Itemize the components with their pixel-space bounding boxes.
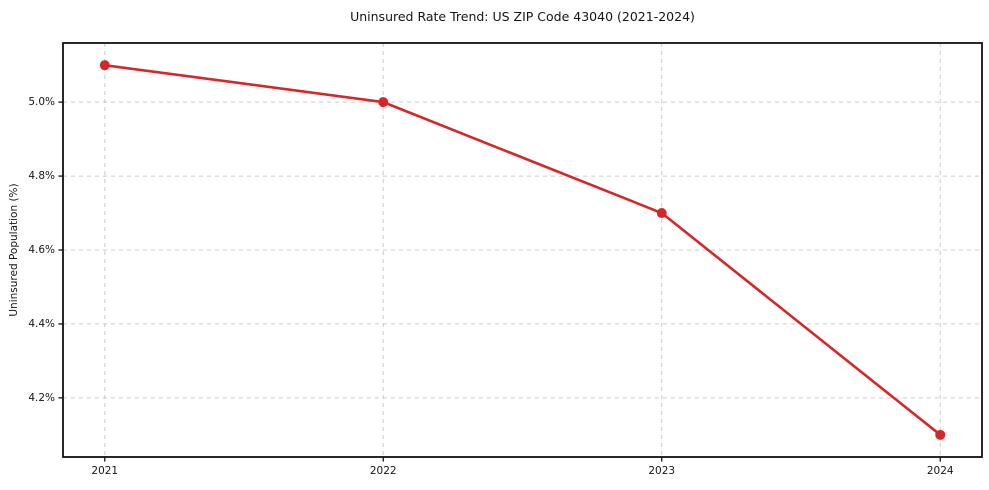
y-tick-label: 5.0% bbox=[28, 96, 55, 109]
data-point-2024 bbox=[935, 429, 946, 440]
data-point-2022 bbox=[378, 97, 389, 108]
y-tick-label: 4.8% bbox=[28, 170, 55, 183]
x-tick-label: 2023 bbox=[648, 465, 676, 477]
y-tick-label: 4.4% bbox=[28, 317, 55, 330]
data-point-2021 bbox=[99, 60, 110, 71]
data-point-2023 bbox=[656, 208, 667, 219]
y-tick-label: 4.6% bbox=[28, 244, 55, 256]
x-tick-label: 2024 bbox=[926, 465, 954, 477]
x-tick-label: 2021 bbox=[91, 465, 119, 477]
y-tick-label: 4.2% bbox=[28, 391, 55, 404]
axes-frame bbox=[62, 42, 983, 458]
x-tick-label: 2022 bbox=[369, 465, 397, 477]
trend-line bbox=[103, 63, 942, 437]
chart-title: Uninsured Rate Trend: US ZIP Code 43040 … bbox=[350, 9, 695, 24]
